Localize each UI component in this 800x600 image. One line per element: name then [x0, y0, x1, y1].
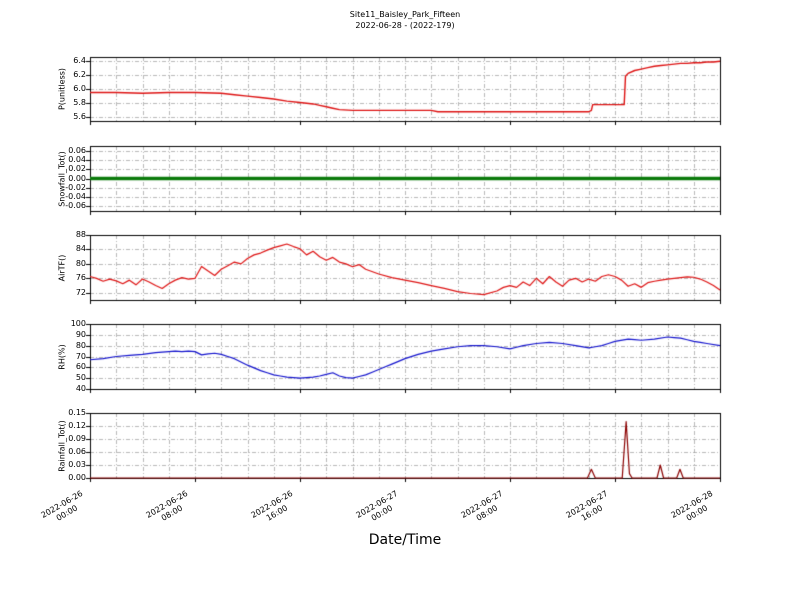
chart-title: Site11_Baisley_Park_Fifteen	[349, 10, 461, 19]
x-axis-title: Date/Time	[368, 532, 442, 548]
y-axis-title-rainfall: Rainfall_Tot()	[57, 420, 67, 472]
y-axis-title-rh: RH(%)	[57, 344, 67, 370]
y-axis-title-airtf: AirTF()	[57, 254, 67, 282]
y-axis-title-snowfall: Snowfall_Tot()	[57, 151, 67, 207]
chart-subtitle: 2022-06-28 - (2022-179)	[355, 21, 455, 30]
y-axis-title-p: P(unitless)	[57, 67, 67, 111]
